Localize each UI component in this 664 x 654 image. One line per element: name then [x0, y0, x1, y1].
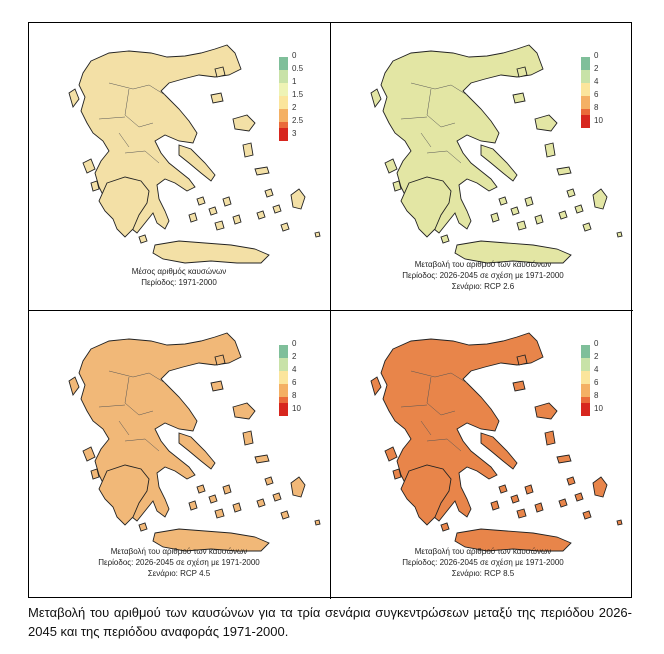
legend-label: 10 [594, 404, 603, 413]
legend-item: 10 [279, 403, 325, 417]
legend-label: 6 [594, 378, 599, 387]
legend-swatch [581, 57, 590, 70]
legend-item: 0 [279, 51, 325, 70]
legend-swatch [279, 371, 288, 384]
legend-label: 1.5 [292, 90, 304, 99]
panel-rcp85: 0 2 4 6 8 10 Μεταβολή του αριθμού των καυσώνω… [331, 311, 633, 599]
panel-rcp45: 0 2 4 6 8 10 Μεταβολή του αριθμού των καυσώνω… [29, 311, 331, 599]
legend-label: 2 [292, 352, 297, 361]
legend-item: 1 [279, 77, 325, 96]
caption-line: Μέσος αριθμός καυσώνων [131, 267, 227, 276]
figure-caption: Μεταβολή του αριθμού των καυσώνων για τα… [28, 605, 632, 639]
legend-item: 4 [581, 365, 627, 384]
legend-label: 10 [292, 404, 301, 413]
legend-label: 2 [594, 352, 599, 361]
heatwave-figure: 0 0.5 1 1.5 2 2.5 3 Μέσος αριθμός καυσώνων Περ… [28, 22, 633, 599]
legend-swatch [581, 96, 590, 109]
legend-swatch [581, 371, 590, 384]
legend-label: 1 [292, 77, 297, 86]
legend-swatch [279, 83, 288, 96]
legend-item: 0 [581, 51, 627, 70]
legend-item: 1.5 [279, 90, 325, 109]
legend-swatch [279, 96, 288, 109]
legend-label: 6 [594, 90, 599, 99]
legend-swatch [581, 345, 590, 358]
legend-label: 0 [594, 51, 599, 60]
legend-label: 0 [292, 339, 297, 348]
legend-swatch [581, 83, 590, 96]
legend-label: 8 [594, 103, 599, 112]
legend-label: 0 [292, 51, 297, 60]
legend-item: 3 [279, 128, 325, 142]
legend: 0 2 4 6 8 10 [581, 339, 627, 417]
legend-item: 0 [279, 339, 325, 358]
legend-item: 10 [581, 403, 627, 417]
legend-label: 2 [292, 103, 297, 112]
legend-item: 2 [581, 64, 627, 83]
legend-label: 6 [292, 378, 297, 387]
legend-swatch [581, 115, 590, 128]
legend-item: 4 [279, 365, 325, 384]
legend-label: 2.5 [292, 116, 304, 125]
legend-swatch [279, 70, 288, 83]
legend-label: 4 [594, 77, 599, 86]
legend-item: 2 [581, 352, 627, 371]
legend-swatch [581, 70, 590, 83]
map-caption: Μεταβολή του αριθμού των καυσώνων Περίοδ… [373, 546, 593, 579]
caption-line: Περίοδος: 1971-2000 [141, 278, 217, 287]
legend-item: 10 [581, 115, 627, 129]
caption-line: Σενάριο: RCP 8.5 [451, 569, 515, 578]
legend-swatch [279, 109, 288, 122]
legend-item: 6 [279, 378, 325, 397]
caption-line: Μεταβολή του αριθμού των καυσώνων [414, 260, 552, 269]
legend: 0 0.5 1 1.5 2 2.5 3 [279, 51, 325, 142]
legend-swatch [279, 384, 288, 397]
caption-line: Μεταβολή του αριθμού των καυσώνων [414, 547, 552, 556]
legend: 0 2 4 6 8 10 [581, 51, 627, 129]
legend-label: 10 [594, 116, 603, 125]
caption-line: Περίοδος: 2026-2045 σε σχέση με 1971-200… [98, 558, 260, 567]
legend-item: 6 [581, 90, 627, 109]
legend-item: 4 [581, 77, 627, 96]
legend-swatch [279, 345, 288, 358]
map-caption: Μέσος αριθμός καυσώνων Περίοδος: 1971-20… [69, 266, 289, 288]
legend-swatch [581, 403, 590, 416]
panel-rcp26: 0 2 4 6 8 10 Μεταβολή του αριθμού των καυσώνω… [331, 23, 633, 311]
legend-swatch [581, 358, 590, 371]
caption-line: Περίοδος: 2026-2045 σε σχέση με 1971-200… [402, 558, 564, 567]
legend-item: 0 [581, 339, 627, 358]
legend-label: 4 [594, 365, 599, 374]
caption-line: Σενάριο: RCP 4.5 [147, 569, 211, 578]
caption-line: Μεταβολή του αριθμού των καυσώνων [110, 547, 248, 556]
legend-item: 0.5 [279, 64, 325, 83]
legend-label: 8 [292, 391, 297, 400]
map-caption: Μεταβολή του αριθμού των καυσώνων Περίοδ… [69, 546, 289, 579]
panel-baseline: 0 0.5 1 1.5 2 2.5 3 Μέσος αριθμός καυσώνων Περ… [29, 23, 331, 311]
legend-label: 2 [594, 64, 599, 73]
caption-line: Σενάριο: RCP 2.6 [451, 282, 515, 291]
legend-swatch [581, 384, 590, 397]
legend-swatch [279, 358, 288, 371]
legend-label: 0 [594, 339, 599, 348]
legend-swatch [279, 57, 288, 70]
legend: 0 2 4 6 8 10 [279, 339, 325, 417]
legend-label: 4 [292, 365, 297, 374]
legend-label: 3 [292, 129, 297, 138]
legend-item: 6 [581, 378, 627, 397]
legend-item: 2 [279, 103, 325, 122]
legend-label: 0.5 [292, 64, 304, 73]
legend-label: 8 [594, 391, 599, 400]
legend-swatch [279, 403, 288, 416]
legend-item: 2 [279, 352, 325, 371]
map-caption: Μεταβολή του αριθμού των καυσώνων Περίοδ… [373, 259, 593, 292]
legend-swatch [279, 128, 288, 141]
caption-line: Περίοδος: 2026-2045 σε σχέση με 1971-200… [402, 271, 564, 280]
